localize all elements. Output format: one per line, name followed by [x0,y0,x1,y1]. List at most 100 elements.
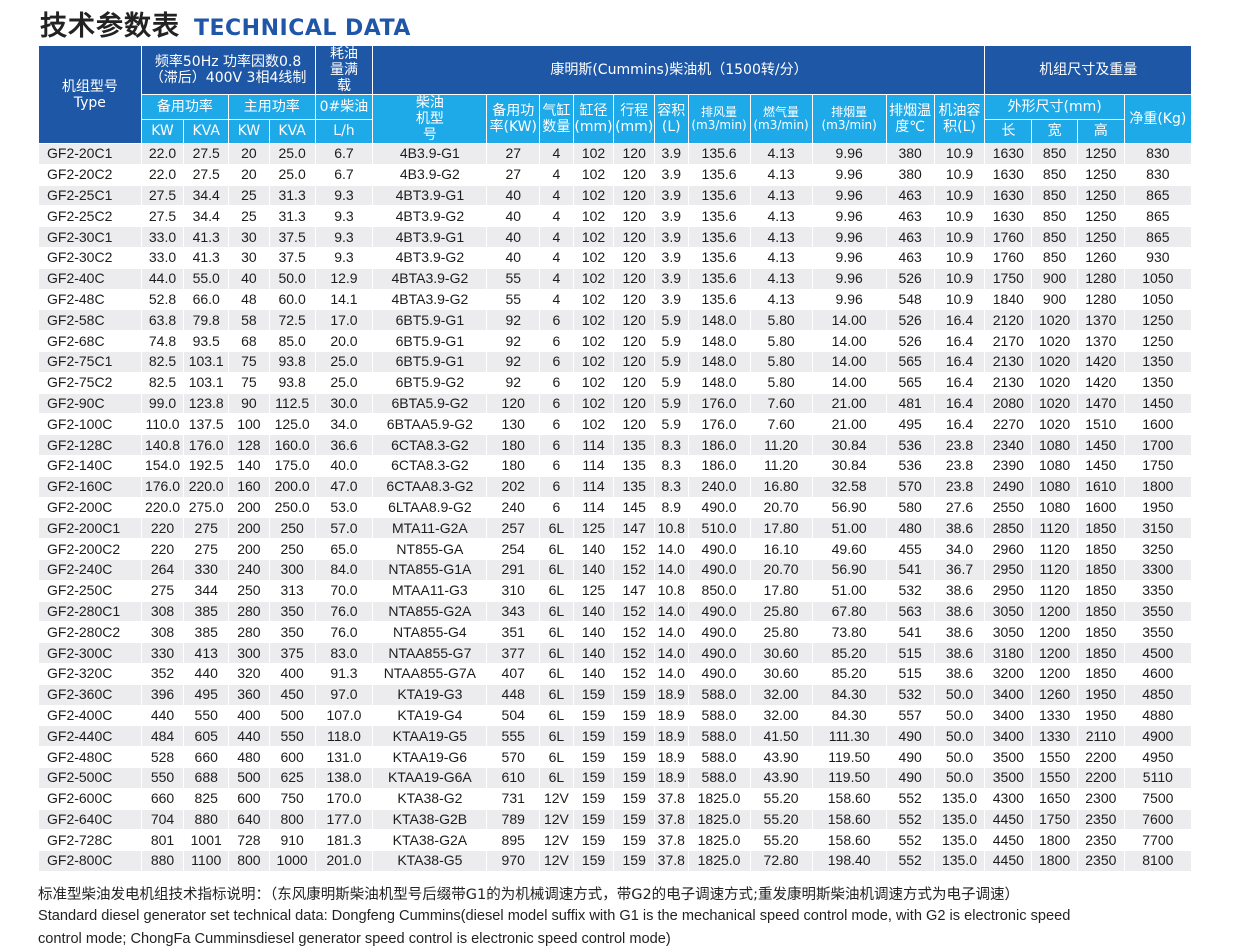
table-cell: 40 [486,205,541,228]
cell-type: GF2-30C1 [38,226,142,248]
table-cell: 1080 [1031,496,1078,519]
table-cell: 250.0 [268,496,316,519]
table-cell: 800 [268,808,316,831]
table-cell: 140.8 [140,434,185,456]
table-cell: 490 [885,746,935,768]
table-cell: 20 [228,143,270,165]
table-cell: 588.0 [687,704,751,727]
table-cell: 4 [539,205,574,228]
table-cell: 30.84 [811,454,887,477]
table-cell: 159 [572,808,615,831]
table-cell: 688 [183,766,230,789]
table-cell: 1550 [1031,766,1078,789]
table-cell: 82.5 [140,350,185,373]
table-cell: 159 [613,829,656,852]
table-cell: 159 [613,787,656,810]
table-cell: 2550 [984,496,1033,519]
table-cell: 118.0 [314,725,374,748]
table-cell: 14.0 [654,662,689,685]
table-cell: 3400 [984,704,1033,727]
table-cell: MTA11-G2A [372,517,488,540]
table-cell: 2340 [984,434,1033,456]
cell-type: GF2-300C [38,642,142,664]
table-cell: 463 [885,205,935,228]
table-cell: 565 [885,350,935,373]
table-cell: 102 [572,184,615,207]
table-cell: 135 [613,434,656,456]
table-cell: 300 [268,558,316,581]
table-cell: 34.4 [183,205,230,228]
table-cell: 120 [613,288,656,311]
table-cell: 280 [228,621,270,644]
header-stroke: 行程(mm) [613,94,656,144]
header-net-weight: 净重(Kg) [1123,94,1193,144]
table-cell: 1000 [268,850,316,872]
table-cell: 2200 [1076,766,1125,789]
cell-type: GF2-280C1 [38,600,142,623]
table-cell: 1020 [1031,371,1078,394]
table-cell: 1550 [1031,746,1078,768]
table-cell: 9.96 [811,288,887,311]
table-cell: 490.0 [687,621,751,644]
table-cell: 152 [613,642,656,664]
table-cell: 135.6 [687,205,751,228]
table-cell: 9.3 [314,246,374,269]
table-cell: 37.8 [654,850,689,872]
table-cell: 14.00 [811,350,887,373]
table-cell: 850 [1031,226,1078,248]
cell-type: GF2-250C [38,579,142,602]
header-fuel-group: 耗油量满载 [314,45,374,95]
table-cell: 200 [228,538,270,560]
table-cell: 148.0 [687,330,751,352]
table-cell: 6CTA8.3-G2 [372,434,488,456]
cell-type: GF2-40C [38,267,142,290]
cell-type: GF2-240C [38,558,142,581]
table-cell: 7500 [1123,787,1193,810]
cell-type: GF2-25C1 [38,184,142,207]
table-cell: 731 [486,787,541,810]
table-cell: 4450 [984,829,1033,852]
header-exhaust-temp: 排烟温度℃ [885,94,935,144]
table-cell: 12V [539,787,574,810]
table-cell: 159 [572,704,615,727]
table-cell: 865 [1123,205,1193,228]
table-cell: 308 [140,600,185,623]
table-cell: 72.80 [749,850,813,872]
table-cell: 83.0 [314,642,374,664]
table-cell: 38.6 [933,579,986,602]
table-cell: 176.0 [687,413,751,436]
table-cell: 10.8 [654,579,689,602]
table-cell: 800 [228,850,270,872]
table-cell: 536 [885,434,935,456]
table-cell: 30.60 [749,642,813,664]
table-cell: 10.9 [933,226,986,248]
table-cell: 10.9 [933,184,986,207]
table-cell: 3200 [984,662,1033,685]
table-cell: 440 [183,662,230,685]
table-row: GF2-30C2 33.0 41.3 30 37.5 9.3 4BT3.9-G2 40 4 102… [38,246,1193,269]
table-cell: 3500 [984,746,1033,768]
table-cell: 6 [539,496,574,519]
table-cell: 131.0 [314,746,374,768]
table-cell: 625 [268,766,316,789]
table-cell: 102 [572,288,615,311]
table-cell: 6L [539,662,574,685]
table-cell: 7600 [1123,808,1193,831]
table-cell: 9.96 [811,246,887,269]
table-cell: 1350 [1123,371,1193,394]
table-cell: 23.8 [933,434,986,456]
table-cell: 1020 [1031,413,1078,436]
table-cell: 100 [228,413,270,436]
table-cell: 20.70 [749,558,813,581]
table-row: GF2-360C 396 495 360 450 97.0 KTA19-G3 448 6L 159… [38,683,1193,706]
header-dimensions: 外形尺寸(mm) [984,94,1125,120]
table-cell: 130 [486,413,541,436]
table-cell: 33.0 [140,246,185,269]
table-cell: 12V [539,829,574,852]
table-cell: 1630 [984,205,1033,228]
table-cell: 490.0 [687,496,751,519]
table-cell: 4450 [984,850,1033,872]
table-cell: 148.0 [687,309,751,332]
header-kw-standby: KW [140,118,185,144]
table-cell: 112.5 [268,392,316,415]
